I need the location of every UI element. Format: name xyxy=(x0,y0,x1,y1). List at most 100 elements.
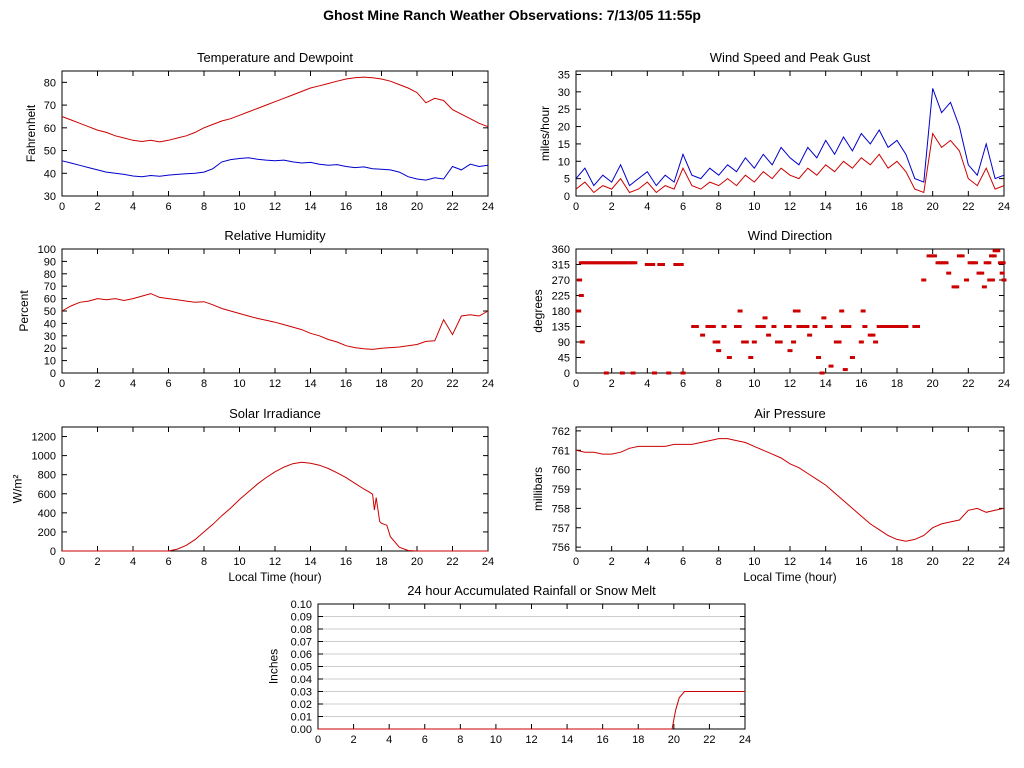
x-tick-label: 2 xyxy=(609,201,615,213)
x-tick-label: 24 xyxy=(998,556,1010,568)
wind-direction-point xyxy=(943,261,949,265)
wind-direction-point xyxy=(592,261,598,265)
y-axis-label: Fahrenheit xyxy=(24,104,38,162)
wind-speed-line xyxy=(575,132,1005,194)
wind-direction-point xyxy=(895,325,901,328)
x-tick-label: 18 xyxy=(632,734,644,746)
wind-direction-point xyxy=(651,371,657,375)
y-tick-label: 60 xyxy=(44,294,56,306)
x-tick-label: 24 xyxy=(482,201,494,213)
x-tick-label: 8 xyxy=(457,734,463,746)
x-tick-label: 0 xyxy=(59,556,65,568)
wind-direction-point xyxy=(600,261,606,265)
x-tick-label: 14 xyxy=(820,556,832,568)
wind-direction-point xyxy=(879,325,885,328)
x-tick-label: 18 xyxy=(891,556,903,568)
wind-direction-point xyxy=(862,325,868,328)
x-tick-label: 8 xyxy=(201,201,207,213)
y-tick-label: 10 xyxy=(558,156,570,168)
y-tick-label: 5 xyxy=(564,174,570,186)
chart-title: Wind Speed and Peak Gust xyxy=(710,50,871,65)
x-tick-label: 16 xyxy=(340,556,352,568)
x-tick-label: 16 xyxy=(855,201,867,213)
x-tick-label: 16 xyxy=(340,201,352,213)
wind-direction-point xyxy=(602,261,608,265)
chart-rainfall: 0 2 4 6 8 10 12 14 16 18 20 22 240.000.010.020.030.0… xyxy=(267,583,752,746)
x-tick-label: 2 xyxy=(609,378,615,390)
x-tick-label: 10 xyxy=(748,378,760,390)
x-tick-label: 6 xyxy=(680,556,686,568)
wind-direction-point xyxy=(804,325,810,328)
y-tick-label: 0.06 xyxy=(291,649,312,661)
wind-direction-point xyxy=(705,325,711,328)
wind-direction-point xyxy=(887,325,893,328)
y-tick-label: 90 xyxy=(44,256,56,268)
wind-direction-point xyxy=(816,356,822,359)
y-tick-label: 60 xyxy=(44,123,56,135)
x-tick-label: 18 xyxy=(375,378,387,390)
y-tick-label: 270 xyxy=(552,275,570,287)
x-tick-label: 4 xyxy=(644,556,650,568)
wind-direction-point xyxy=(618,261,624,265)
wind-direction-point xyxy=(700,333,706,337)
y-tick-label: 0.01 xyxy=(291,712,312,724)
y-tick-label: 0.04 xyxy=(291,674,312,686)
wind-direction-point xyxy=(890,325,896,328)
x-tick-label: 6 xyxy=(165,201,171,213)
x-tick-label: 2 xyxy=(351,734,357,746)
x-tick-label: 20 xyxy=(927,201,939,213)
y-axis-label: Inches xyxy=(267,649,281,684)
x-axis-label: Local Time (hour) xyxy=(228,570,321,584)
wind-direction-point xyxy=(929,254,935,258)
chart-title: Relative Humidity xyxy=(224,228,326,243)
wind-direction-point xyxy=(801,325,807,328)
y-tick-label: 315 xyxy=(552,260,570,272)
wind-direction-point xyxy=(976,271,982,275)
chart-title: Temperature and Dewpoint xyxy=(197,50,353,65)
wind-direction-point xyxy=(758,325,764,328)
wind-direction-point xyxy=(578,261,584,265)
wind-direction-point xyxy=(792,309,798,313)
x-tick-label: 2 xyxy=(609,556,615,568)
wind-direction-point xyxy=(673,263,679,266)
x-tick-label: 20 xyxy=(927,378,939,390)
wind-direction-point xyxy=(610,261,616,265)
x-tick-label: 22 xyxy=(446,378,458,390)
x-tick-label: 18 xyxy=(375,201,387,213)
y-tick-label: 20 xyxy=(44,343,56,355)
wind-direction-point xyxy=(613,261,619,265)
wind-direction-point xyxy=(783,325,789,328)
x-tick-label: 14 xyxy=(820,201,832,213)
wind-direction-point xyxy=(827,325,833,328)
x-tick-label: 14 xyxy=(304,201,316,213)
y-tick-label: 200 xyxy=(38,527,56,539)
page-title: Ghost Mine Ranch Weather Observations: 7… xyxy=(323,7,701,23)
y-tick-label: 40 xyxy=(44,168,56,180)
x-tick-label: 12 xyxy=(784,201,796,213)
x-tick-label: 24 xyxy=(739,734,751,746)
x-tick-label: 4 xyxy=(644,378,650,390)
x-tick-label: 14 xyxy=(820,378,832,390)
wind-direction-point xyxy=(999,271,1005,275)
x-tick-label: 24 xyxy=(482,556,494,568)
wind-direction-point xyxy=(584,261,590,265)
wind-direction-point xyxy=(992,249,998,253)
y-tick-label: 15 xyxy=(558,139,570,151)
x-tick-label: 4 xyxy=(644,201,650,213)
wind-direction-point xyxy=(743,340,749,344)
wind-direction-point xyxy=(841,325,846,328)
x-tick-label: 4 xyxy=(130,378,136,390)
accumulated-rainfall-line xyxy=(318,691,745,730)
wind-direction-point xyxy=(791,340,797,344)
wind-direction-point xyxy=(807,333,813,337)
wind-direction-point xyxy=(627,261,632,265)
x-tick-label: 2 xyxy=(94,556,100,568)
x-tick-label: 12 xyxy=(784,378,796,390)
y-axis-label: miles/hour xyxy=(538,106,552,161)
wind-direction-point xyxy=(748,356,754,359)
wind-direction-point xyxy=(616,261,622,265)
x-tick-label: 4 xyxy=(130,201,136,213)
wind-direction-point xyxy=(989,278,995,282)
wind-direction-point xyxy=(650,263,656,266)
y-tick-label: 0.09 xyxy=(291,612,312,624)
